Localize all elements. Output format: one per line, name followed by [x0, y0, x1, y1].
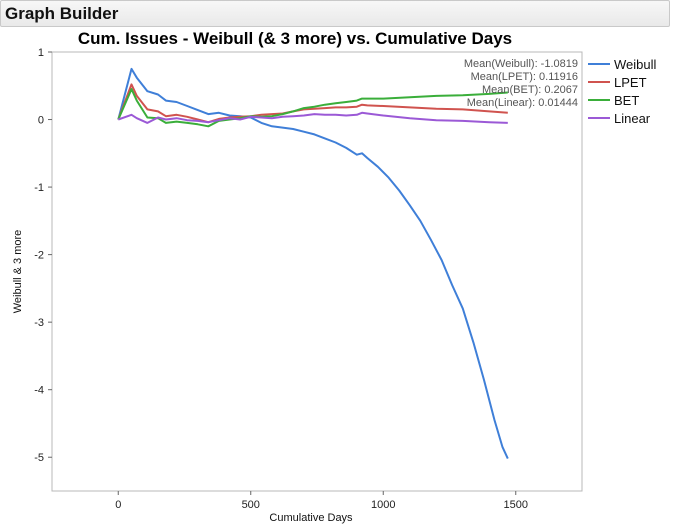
legend: Weibull LPET BET Linear [588, 55, 656, 127]
legend-swatch [588, 99, 610, 101]
legend-swatch [588, 81, 610, 83]
legend-label: Weibull [614, 56, 657, 72]
mean-annotation: Mean(BET): 0.2067 [482, 84, 578, 96]
y-tick-label: -3 [34, 317, 44, 329]
panel-title: Graph Builder [5, 4, 119, 23]
x-tick-label: 0 [115, 499, 121, 511]
y-tick-label: -2 [34, 250, 44, 262]
chart-title: Cum. Issues - Weibull (& 3 more) vs. Cum… [77, 29, 513, 48]
legend-label: LPET [614, 74, 647, 90]
series-line-lpet [117, 83, 508, 124]
legend-item-lpet[interactable]: LPET [588, 73, 656, 91]
legend-label: Linear [614, 110, 651, 126]
legend-item-bet[interactable]: BET [588, 91, 656, 109]
series-line-linear [117, 111, 508, 124]
legend-item-linear[interactable]: Linear [588, 109, 656, 127]
mean-annotation: Mean(Linear): 0.01444 [467, 97, 578, 109]
graph-builder-header: Graph Builder [0, 0, 670, 27]
plot-frame [51, 51, 583, 492]
legend-label: BET [614, 92, 640, 108]
x-axis-label: Cumulative Days [269, 512, 353, 524]
y-tick-label: 1 [38, 47, 44, 59]
x-tick-label: 1000 [371, 499, 395, 511]
mean-annotation: Mean(Weibull): -1.0819 [464, 58, 578, 70]
y-tick-label: -4 [34, 385, 44, 397]
x-tick-label: 1500 [504, 499, 528, 511]
y-axis-label: Weibull & 3 more [12, 230, 24, 314]
y-tick-label: -1 [34, 182, 44, 194]
legend-item-weibull[interactable]: Weibull [588, 55, 656, 73]
mean-annotation: Mean(LPET): 0.11916 [471, 71, 578, 83]
x-tick-label: 500 [242, 499, 260, 511]
legend-swatch [588, 117, 610, 119]
y-tick-label: 0 [38, 115, 44, 127]
series-line-bet [117, 88, 508, 128]
series-line-weibull [117, 67, 509, 460]
legend-swatch [588, 63, 610, 65]
y-tick-label: -5 [34, 452, 44, 464]
